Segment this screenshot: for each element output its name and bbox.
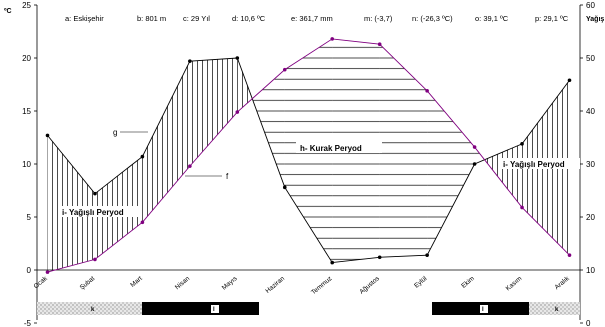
series-2-point (567, 253, 572, 257)
right-tick-label: 0 (586, 319, 591, 327)
right-unit-label: Yağış (586, 16, 604, 23)
g-label: g (113, 128, 117, 137)
series-1-point (235, 56, 240, 60)
info-years: c: 29 Yıl (183, 14, 210, 23)
band-k-right-label: k (555, 307, 559, 313)
left-unit-label: ºC (4, 8, 12, 15)
f-label: f (226, 172, 229, 181)
wet-period-label-1: i- Yağışlı Peryod (62, 208, 124, 217)
right-tick-label: 50 (586, 54, 595, 63)
right-tick-label: 30 (586, 160, 595, 169)
series-2-point (330, 37, 335, 41)
right-tick-label: 10 (586, 266, 595, 275)
info-min-temp: n: (-26,3 ºC) (412, 14, 453, 23)
dry-period-hatch (427, 90, 475, 256)
series-2-point (235, 110, 240, 114)
band-l-left-label: l (213, 307, 215, 313)
band-k-left-label: k (91, 307, 95, 313)
series-1-point (140, 154, 145, 159)
wet-period-hatch (142, 61, 190, 223)
right-ticks: 0 10 20 30 40 50 60 (580, 1, 595, 327)
series-line-1 (47, 57, 570, 264)
series-2-point (472, 145, 477, 149)
left-tick-label: 25 (22, 1, 31, 10)
left-tick-label: -5 (24, 319, 32, 327)
left-tick-label: 5 (27, 213, 32, 222)
series-1-point (472, 162, 477, 166)
band-k-right (529, 302, 580, 315)
series-1-point (567, 78, 572, 83)
dry-period-hatch (252, 69, 285, 188)
series-2-point (93, 257, 97, 262)
dry-period-hatch (474, 147, 485, 164)
wet-period-label-2: i- Yağışlı Peryod (503, 160, 565, 169)
series-points (45, 37, 572, 274)
series-lines (47, 38, 570, 273)
band-k-left (37, 302, 142, 315)
series-2-point (377, 42, 382, 47)
series-1-point (377, 255, 382, 260)
month-label: Ocak (33, 275, 50, 291)
month-label: Eylül (413, 275, 429, 290)
dry-period-label: h- Kurak Peryod (300, 144, 362, 153)
right-tick-label: 60 (586, 1, 595, 10)
series-1-point (520, 142, 524, 146)
station-info: a: Eskişehir b: 801 m c: 29 Yıl d: 10,6 … (65, 14, 569, 23)
period-regions (47, 38, 570, 273)
band-l-right-label: l (482, 307, 484, 313)
info-max-temp: o: 39,1 ºC (475, 14, 509, 23)
month-label: Aralık (554, 275, 572, 292)
series-1-point (425, 253, 429, 257)
series-1-point (45, 133, 50, 138)
band-l-left (142, 302, 259, 315)
left-tick-label: 15 (22, 107, 31, 116)
series-1-point (282, 185, 287, 190)
series-2-point (140, 220, 145, 225)
series-2-point (188, 164, 192, 168)
month-label: Mayıs (221, 275, 239, 292)
wet-period-hatch (237, 58, 253, 113)
month-label: Nisan (174, 275, 192, 291)
left-tick-label: 0 (27, 266, 32, 275)
info-p: p: 29,1 ºC (535, 14, 569, 23)
left-tick-label: 10 (22, 160, 31, 169)
month-label: Mart (129, 275, 144, 289)
left-tick-label: 20 (22, 54, 31, 63)
month-label: Haziran (264, 275, 286, 295)
series-1-point (188, 59, 192, 63)
wet-period-hatch (47, 135, 95, 273)
month-label: Kasım (505, 275, 524, 292)
info-altitude: b: 801 m (137, 14, 166, 23)
left-ticks: -5 0 5 10 15 20 25 (22, 1, 37, 327)
wet-period-hatch (189, 58, 238, 167)
series-1-point (330, 260, 335, 265)
month-label: Ekim (460, 275, 476, 290)
right-tick-label: 40 (586, 107, 595, 116)
series-2-point (425, 89, 429, 93)
right-tick-label: 20 (586, 213, 595, 222)
series-1-point (93, 191, 97, 196)
dry-period-hatch (379, 44, 428, 258)
info-precip-total: e: 361,7 mm (291, 14, 333, 23)
month-label: Şubat (79, 275, 97, 291)
info-station: a: Eskişehir (65, 14, 104, 23)
series-2-point (45, 270, 50, 274)
info-m: m: (-3,7) (364, 14, 393, 23)
month-label: Ağustos (358, 275, 381, 296)
series-2-point (520, 205, 524, 210)
month-labels: Ocak Şubat Mart Nisan Mayıs Haziran Temmuz Ağus… (33, 275, 572, 297)
wet-period-hatch (484, 143, 523, 208)
month-label: Temmuz (310, 275, 333, 296)
series-line-2 (47, 38, 570, 273)
annotations: i- Yağışlı Peryod h- Kurak Peryod i- Yağ… (60, 128, 580, 217)
info-mean-temp: d: 10,6 ºC (232, 14, 266, 23)
frost-bands: k l l k (37, 302, 580, 315)
series-2-point (282, 67, 287, 72)
